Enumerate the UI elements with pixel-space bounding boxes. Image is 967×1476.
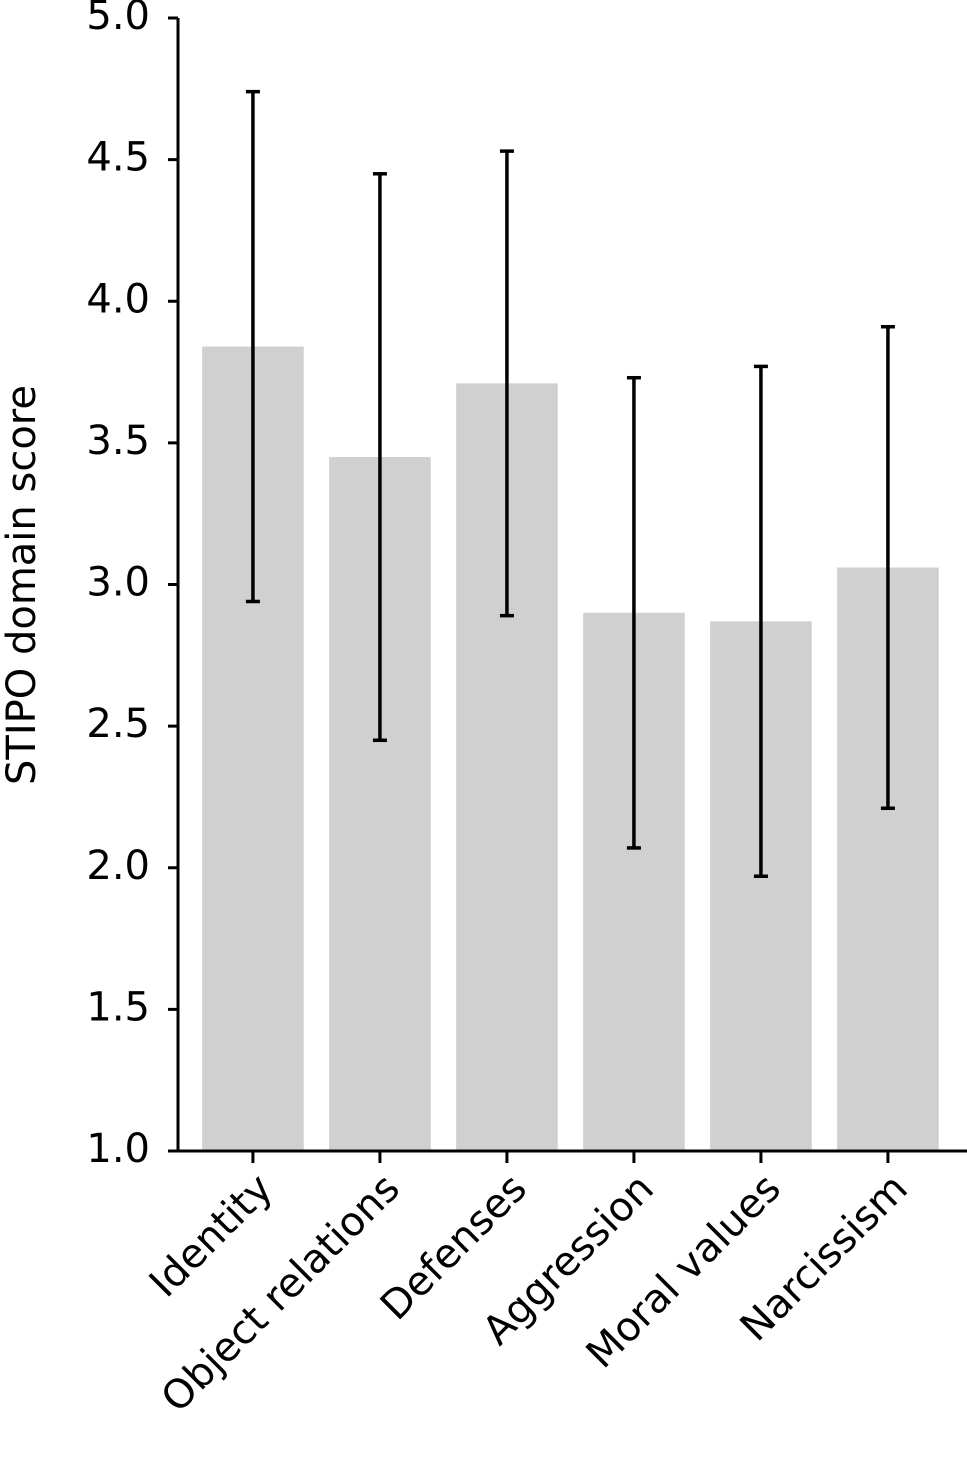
x-tick-label: Object relations bbox=[153, 1165, 409, 1421]
y-tick-label: 2.0 bbox=[86, 843, 150, 889]
y-tick-label: 3.5 bbox=[86, 418, 150, 464]
error-bar bbox=[245, 89, 260, 604]
error-bar bbox=[753, 364, 768, 878]
y-tick-label: 2.5 bbox=[86, 701, 150, 747]
y-tick-label: 4.0 bbox=[86, 276, 150, 322]
error-bar bbox=[880, 324, 895, 811]
error-bar bbox=[499, 149, 514, 618]
error-bar bbox=[372, 172, 387, 743]
error-bar bbox=[626, 375, 641, 850]
y-tick-label: 1.5 bbox=[86, 984, 150, 1030]
y-tick-label: 1.0 bbox=[86, 1126, 150, 1172]
y-tick-label: 3.0 bbox=[86, 560, 150, 606]
y-tick-label: 4.5 bbox=[86, 135, 150, 181]
y-axis-label: STIPO domain score bbox=[0, 385, 45, 785]
y-tick-label: 5.0 bbox=[86, 0, 150, 39]
